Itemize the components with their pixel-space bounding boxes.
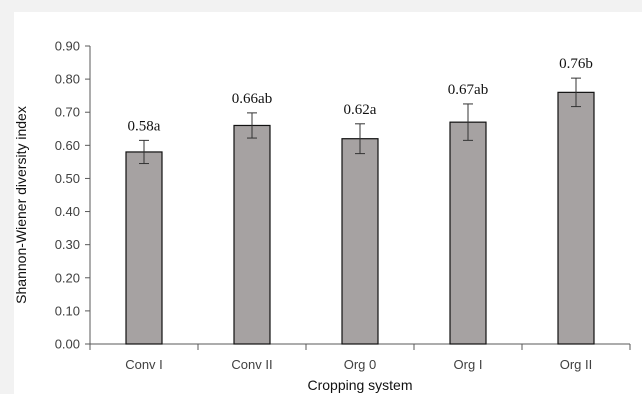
data-label: 0.76b xyxy=(559,56,593,72)
y-tick-label: 0.10 xyxy=(55,303,80,318)
x-tick-label: Conv I xyxy=(125,357,163,372)
error-bar xyxy=(571,77,581,108)
y-tick-label: 0.70 xyxy=(55,105,80,120)
data-label: 0.66ab xyxy=(232,91,272,107)
bar xyxy=(125,151,163,345)
y-tick-label: 0.00 xyxy=(55,337,80,352)
error-bar xyxy=(463,103,473,141)
y-axis-title: Shannon-Wiener diversity index xyxy=(13,106,29,304)
x-tick-label: Org II xyxy=(560,357,593,372)
x-axis-title: Cropping system xyxy=(307,377,412,393)
error-bar xyxy=(247,112,257,139)
data-label: 0.58a xyxy=(128,118,161,134)
error-bar xyxy=(355,123,365,155)
data-label: 0.67ab xyxy=(448,82,488,98)
y-tick-label: 0.40 xyxy=(55,204,80,219)
plot-background xyxy=(14,12,642,394)
error-bars xyxy=(139,77,581,165)
y-tick-label: 0.50 xyxy=(55,171,80,186)
y-tick-label: 0.20 xyxy=(55,270,80,285)
bars xyxy=(125,91,595,345)
x-tick-label: Org I xyxy=(454,357,483,372)
y-tick-label: 0.30 xyxy=(55,237,80,252)
bar xyxy=(341,138,379,345)
y-tick-label: 0.80 xyxy=(55,72,80,87)
bar xyxy=(449,121,487,345)
bar xyxy=(233,124,271,345)
data-label: 0.62a xyxy=(344,102,377,118)
error-bar xyxy=(139,139,149,165)
x-tick-label: Conv II xyxy=(231,357,272,372)
y-axis: 0.00 0.10 0.20 0.30 0.40 0.50 0.60 0.70 0.80 0.90 xyxy=(55,39,91,352)
y-tick-label: 0.60 xyxy=(55,138,80,153)
data-labels: 0.58a 0.66ab 0.62a 0.67ab 0.76b xyxy=(128,56,593,134)
x-axis: Conv I Conv II Org 0 Org I Org II xyxy=(89,343,631,372)
x-tick-label: Org 0 xyxy=(344,357,377,372)
bar xyxy=(557,91,595,345)
y-tick-label: 0.90 xyxy=(55,39,80,54)
